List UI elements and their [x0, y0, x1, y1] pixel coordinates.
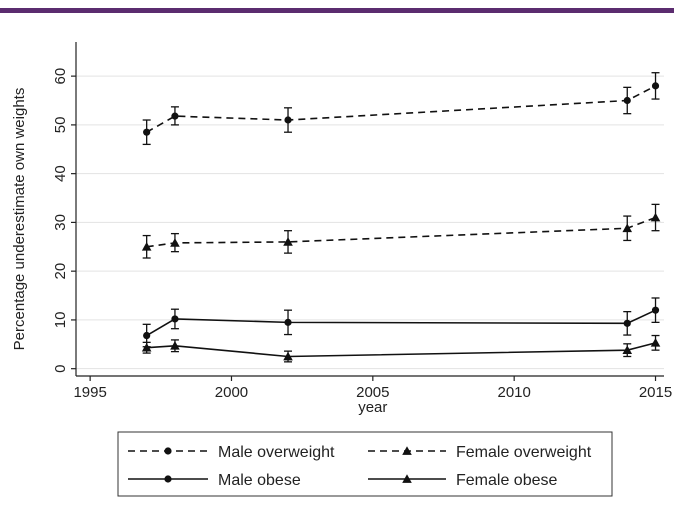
data-point [170, 238, 180, 247]
x-tick-label: 2010 [497, 384, 530, 401]
legend-label: Female overweight [456, 444, 592, 461]
data-point [651, 82, 660, 90]
y-tick-label: 20 [52, 263, 69, 280]
y-tick-label: 60 [52, 68, 69, 85]
y-ticks: 0 10 20 30 40 50 60 [52, 68, 76, 373]
x-tick-label: 2000 [215, 384, 248, 401]
data-point [284, 116, 292, 124]
data-point [141, 241, 152, 251]
data-point [141, 342, 152, 352]
x-tick-label: 2015 [639, 384, 672, 401]
legend-item: Female obese [368, 472, 557, 489]
data-point [143, 331, 151, 340]
x-tick-label: 1995 [73, 384, 106, 401]
series [141, 72, 661, 363]
series-line [146, 342, 656, 358]
series-female-overweight [141, 203, 661, 259]
x-tick-label: 2005 [356, 384, 389, 401]
data-point [283, 237, 293, 246]
legend-label: Male overweight [218, 444, 335, 461]
data-point [283, 351, 293, 361]
legend-swatch-marker [402, 474, 412, 483]
data-point [650, 338, 661, 347]
y-tick-label: 50 [52, 117, 69, 134]
header-accent-rule [0, 8, 674, 13]
series-line [146, 309, 656, 337]
legend-item: Female overweight [368, 444, 592, 461]
series-female-obese [141, 334, 661, 363]
legend-swatch-marker [164, 447, 172, 455]
y-tick-label: 10 [52, 312, 69, 329]
y-tick-label: 30 [52, 214, 69, 231]
data-point [623, 319, 631, 327]
series-male-overweight [142, 72, 660, 146]
legend-swatch-marker [402, 446, 412, 455]
y-axis-title: Percentage underestimate own weights [11, 88, 28, 351]
legend: Male overweight Female overweight Male obe… [117, 431, 613, 497]
data-point [622, 223, 633, 233]
x-axis-title: year [358, 399, 387, 416]
legend-box [117, 431, 613, 497]
data-point [171, 315, 179, 323]
data-point [651, 306, 660, 314]
data-point [171, 112, 179, 120]
data-point [650, 212, 661, 222]
y-tick-label: 40 [52, 165, 69, 182]
y-tick-label: 0 [52, 365, 69, 373]
series-male-obese [142, 297, 660, 348]
legend-label: Female obese [456, 472, 557, 489]
data-point [170, 340, 180, 350]
data-point [284, 318, 292, 326]
legend-label: Male obese [218, 472, 301, 489]
x-ticks: 1995 2000 2005 2010 2015 [73, 376, 672, 401]
legend-item: Male obese [128, 472, 301, 489]
legend-swatch-marker [164, 475, 172, 483]
data-point [622, 345, 633, 354]
data-point [623, 96, 631, 105]
legend-item: Male overweight [128, 444, 335, 461]
data-point [143, 128, 151, 136]
